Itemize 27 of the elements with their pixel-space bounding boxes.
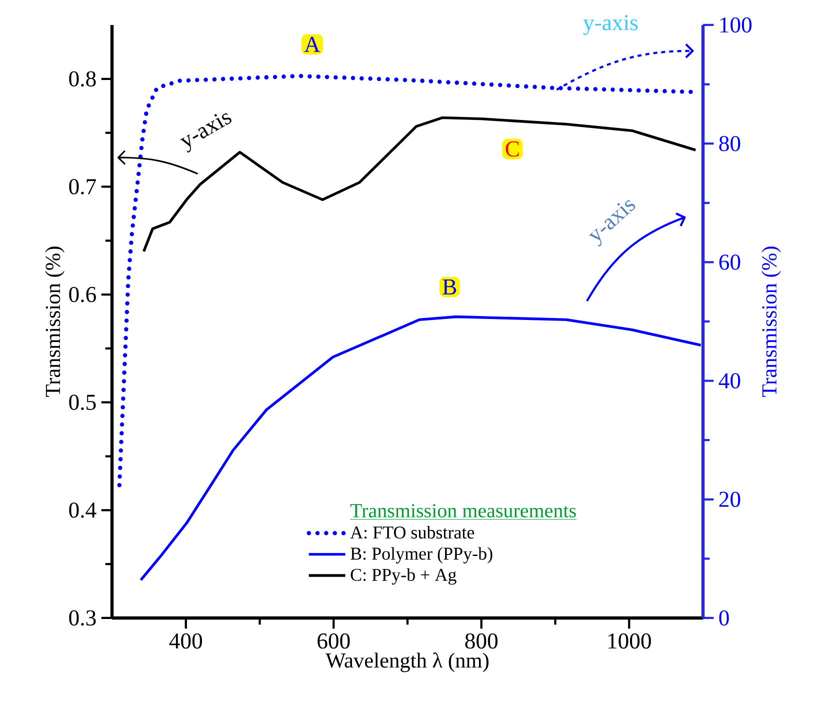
legend-label: B: Polymer (PPy-b) (350, 547, 492, 564)
x-tick-label: 1000 (608, 633, 651, 649)
x-axis-title: Wavelength λ (nm) (326, 652, 488, 672)
annotation: y-axis (583, 15, 638, 35)
x-tick-label: 800 (465, 633, 498, 649)
y-axis-title: Transmission (%) (45, 246, 64, 397)
y2-tick-label: 80 (719, 136, 740, 152)
y2-tick-label: 60 (719, 254, 740, 270)
y2-tick-label: 100 (720, 17, 752, 33)
y2-tick-label: 0 (719, 610, 729, 626)
y-tick-label: 0.7 (69, 179, 96, 194)
y-tick-label: 0.8 (69, 71, 96, 87)
y-tick-label: 0.4 (69, 502, 96, 518)
y-tick-label: 0.6 (69, 286, 96, 302)
legend-label: A: FTO substrate (350, 526, 474, 539)
y2-tick-label: 40 (718, 373, 740, 388)
annotation: B (442, 280, 456, 294)
x-tick-label: 400 (169, 633, 202, 649)
annotation: C (506, 141, 519, 157)
x-tick-label: 600 (318, 633, 350, 649)
y-tick-label: 0.3 (69, 610, 96, 626)
y2-axis-title: Transmission (%) (762, 246, 781, 397)
y2-tick-label: 20 (719, 492, 740, 508)
y-tick-label: 0.5 (69, 394, 96, 410)
legend-label: C: PPy-b + Ag (350, 568, 456, 585)
annotation: A (304, 36, 320, 52)
legend-title: Transmission measurements (350, 504, 576, 518)
